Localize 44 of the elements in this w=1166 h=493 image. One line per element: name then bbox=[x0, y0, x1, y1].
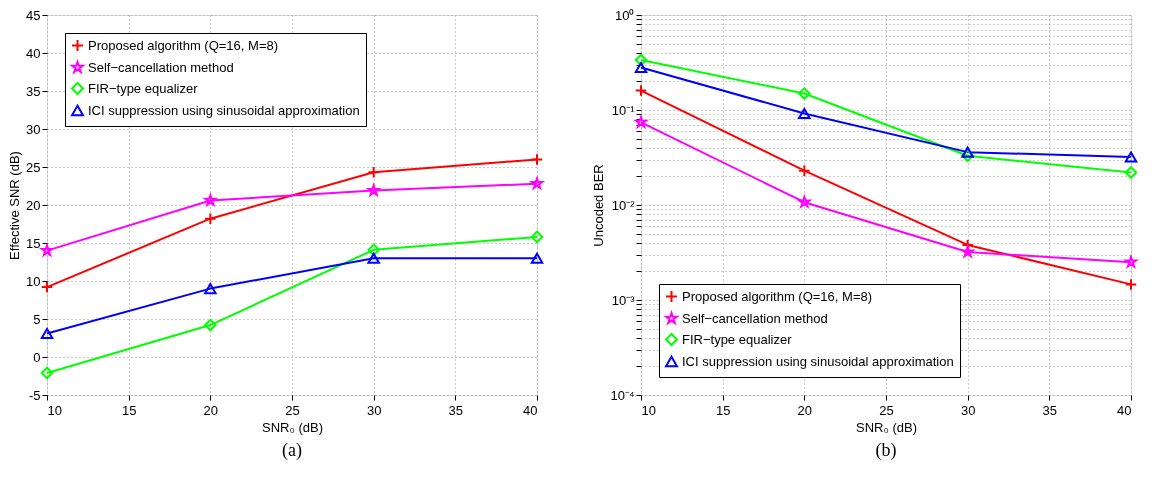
x-tick-label: 35 bbox=[1042, 402, 1058, 418]
legend-label: Proposed algorithm (Q=16, M=8) bbox=[682, 288, 873, 304]
y-tick-label: 45 bbox=[26, 7, 41, 23]
x-tick-label: 20 bbox=[797, 402, 813, 418]
y-tick-label: 0 bbox=[33, 349, 41, 365]
y-tick-label: -5 bbox=[28, 387, 41, 403]
y-tick-label: 10⁰ bbox=[615, 7, 635, 23]
x-tick-label: 20 bbox=[203, 402, 219, 418]
y-tick-label: 30 bbox=[26, 121, 41, 137]
legend-label: ICI suppression using sinusoidal approximation bbox=[88, 102, 360, 118]
y-tick-label: 10⁻⁴ bbox=[610, 387, 635, 403]
y-tick-label: 25 bbox=[26, 159, 41, 175]
x-tick-label: 25 bbox=[879, 402, 894, 418]
legend-label: Self−cancellation method bbox=[682, 310, 828, 326]
x-axis-title: SNR₀ (dB) bbox=[261, 419, 324, 435]
y-tick-label: 5 bbox=[33, 311, 41, 327]
text: (a) bbox=[282, 440, 302, 461]
x-tick-label: 15 bbox=[121, 402, 137, 418]
y-axis-title: Effective SNR (dB) bbox=[7, 151, 23, 260]
y-tick-label: 10⁻³ bbox=[611, 292, 636, 308]
legend-label: ICI suppression using sinusoidal approximation bbox=[682, 353, 954, 369]
y-tick-label: 40 bbox=[26, 45, 41, 61]
x-tick-label: 40 bbox=[523, 402, 538, 418]
x-tick-label: 10 bbox=[641, 402, 656, 418]
x-axis-title: SNR₀ (dB) bbox=[855, 419, 918, 435]
y-tick-label: 10 bbox=[26, 273, 41, 289]
x-tick-label: 35 bbox=[448, 402, 464, 418]
x-tick-label: 40 bbox=[1117, 402, 1132, 418]
y-axis-title: Uncoded BER bbox=[591, 164, 607, 247]
x-tick-label: 10 bbox=[47, 402, 62, 418]
y-tick-label: 10⁻² bbox=[611, 197, 636, 213]
y-tick-label: 15 bbox=[26, 235, 41, 251]
legend-label: FIR−type equalizer bbox=[88, 80, 199, 96]
legend-label: FIR−type equalizer bbox=[682, 331, 793, 347]
x-tick-label: 30 bbox=[366, 402, 382, 418]
x-tick-label: 15 bbox=[715, 402, 731, 418]
text: (b) bbox=[875, 440, 897, 461]
x-tick-label: 30 bbox=[960, 402, 976, 418]
y-tick-label: 35 bbox=[26, 83, 41, 99]
y-tick-label: 20 bbox=[26, 197, 41, 213]
legend-label: Proposed algorithm (Q=16, M=8) bbox=[88, 37, 279, 53]
y-tick-label: 10⁻¹ bbox=[611, 102, 636, 118]
legend-label: Self−cancellation method bbox=[88, 59, 234, 75]
x-tick-label: 25 bbox=[285, 402, 300, 418]
